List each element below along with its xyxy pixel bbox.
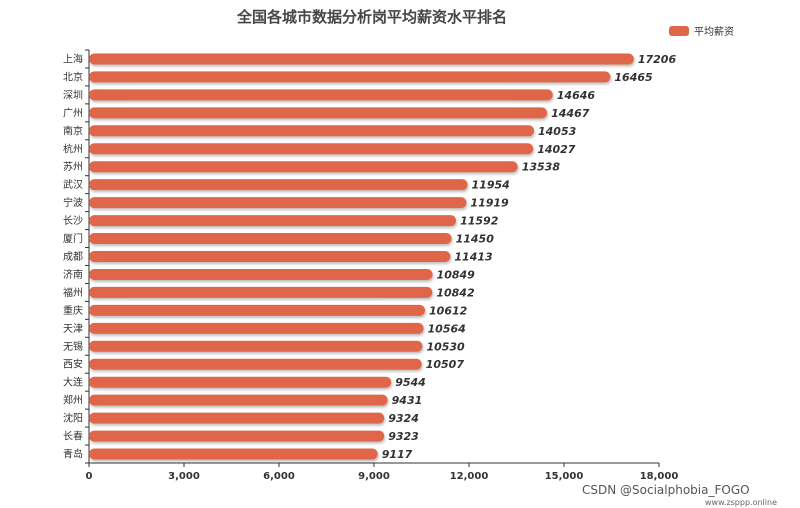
- y-category-label: 青岛: [63, 448, 83, 461]
- y-category-label: 深圳: [63, 89, 83, 101]
- bar-value-label: 11954: [472, 179, 510, 192]
- legend-swatch: [669, 26, 689, 36]
- bar-value-label: 17206: [638, 53, 677, 66]
- bar-value-label: 11592: [460, 215, 499, 228]
- bar[interactable]: [89, 304, 426, 316]
- bar-value-label: 14646: [557, 89, 596, 102]
- bar[interactable]: [89, 412, 385, 424]
- bar[interactable]: [89, 179, 468, 191]
- bar-value-label: 14027: [537, 143, 576, 156]
- bar-value-label: 11450: [456, 233, 495, 246]
- y-category-label: 郑州: [63, 394, 83, 407]
- bar-value-label: 10507: [426, 358, 465, 371]
- y-category-label: 长沙: [63, 215, 83, 227]
- bar-value-label: 11919: [470, 197, 509, 210]
- bar[interactable]: [89, 251, 451, 262]
- y-category-label: 苏州: [63, 160, 83, 173]
- y-category-label: 无锡: [63, 340, 83, 353]
- y-category-label: 北京: [63, 70, 83, 83]
- bar-value-label: 9117: [382, 448, 413, 461]
- y-category-label: 武汉: [63, 178, 83, 191]
- bar[interactable]: [89, 53, 634, 65]
- bar[interactable]: [89, 358, 422, 370]
- y-category-label: 成都: [63, 251, 83, 263]
- watermark-text: CSDN @Socialphobia_FOGO: [582, 483, 750, 497]
- watermark-small-text: www.zsppp.online: [705, 498, 777, 507]
- bar[interactable]: [89, 125, 535, 137]
- bar-value-label: 14467: [551, 107, 590, 120]
- y-category-label: 重庆: [63, 304, 83, 317]
- y-category-label: 长春: [63, 431, 83, 443]
- bar-value-label: 9544: [395, 376, 426, 389]
- y-category-label: 上海: [63, 52, 83, 65]
- x-tick-label: 15,000: [545, 471, 584, 482]
- x-tick-label: 6,000: [263, 471, 295, 482]
- bar[interactable]: [89, 161, 518, 173]
- bar-value-label: 10530: [426, 340, 465, 353]
- x-tick-label: 12,000: [450, 471, 489, 482]
- chart-title: 全国各城市数据分析岗平均薪资水平排名: [236, 8, 507, 26]
- bar-value-label: 9324: [388, 412, 419, 425]
- y-category-label: 大连: [63, 376, 83, 389]
- bar[interactable]: [89, 340, 423, 352]
- bar[interactable]: [89, 376, 392, 388]
- legend[interactable]: 平均薪资: [669, 26, 734, 38]
- bar-value-label: 11413: [454, 251, 493, 264]
- bar[interactable]: [89, 143, 534, 155]
- bar[interactable]: [89, 430, 385, 442]
- legend-label: 平均薪资: [694, 26, 734, 38]
- bar[interactable]: [89, 71, 611, 83]
- bar-value-label: 9431: [392, 394, 423, 407]
- bar[interactable]: [89, 197, 467, 209]
- y-category-label: 西安: [63, 358, 83, 371]
- bar-value-label: 10849: [437, 268, 476, 281]
- bar[interactable]: [89, 233, 452, 245]
- bar-value-label: 10564: [428, 322, 466, 335]
- bar[interactable]: [89, 322, 424, 334]
- y-category-label: 福州: [63, 286, 83, 299]
- bar[interactable]: [89, 268, 433, 280]
- bar[interactable]: [89, 286, 433, 298]
- bar[interactable]: [89, 215, 457, 227]
- x-tick-label: 3,000: [168, 471, 200, 482]
- bar-value-label: 14053: [538, 125, 577, 138]
- bar[interactable]: [89, 107, 548, 119]
- y-category-label: 沈阳: [63, 412, 83, 425]
- bar-value-label: 10842: [436, 286, 475, 299]
- bar[interactable]: [89, 394, 388, 406]
- bar-value-label: 10612: [429, 304, 468, 317]
- y-category-label: 杭州: [63, 142, 83, 155]
- y-category-label: 天津: [63, 323, 83, 335]
- x-tick-label: 18,000: [640, 471, 679, 482]
- bar-value-label: 13538: [522, 161, 561, 174]
- y-category-label: 广州: [63, 107, 83, 119]
- bar-value-label: 9323: [388, 430, 419, 443]
- bar[interactable]: [89, 89, 553, 101]
- plot-area: 0 3,000 6,000 9,000 12,000 15,000 18,000 上海 1720…: [63, 49, 679, 482]
- x-tick-label: 0: [86, 471, 93, 482]
- y-category-label: 济南: [63, 268, 83, 281]
- y-category-label: 南京: [63, 124, 83, 137]
- bar-value-label: 16465: [614, 71, 653, 84]
- x-tick-label: 9,000: [358, 471, 390, 482]
- bar[interactable]: [89, 448, 378, 460]
- y-category-label: 厦门: [63, 232, 83, 245]
- y-category-label: 宁波: [63, 196, 83, 209]
